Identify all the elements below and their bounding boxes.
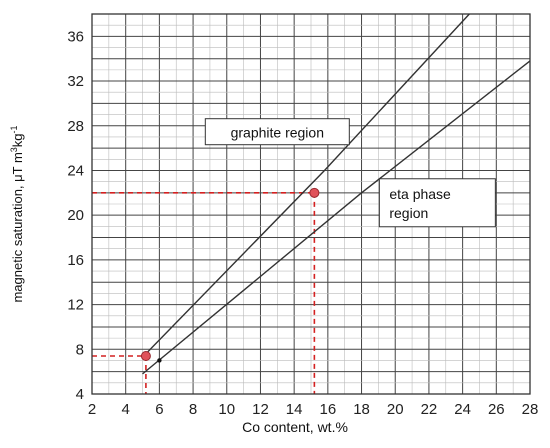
- y-axis-title-sup1: 3: [9, 147, 19, 152]
- series-lines: [142, 13, 531, 375]
- y-tick-label: 4: [76, 386, 84, 403]
- x-tick-label: 22: [421, 401, 438, 418]
- highlight-point: [309, 187, 320, 198]
- eta-region-label-line1: eta phase: [389, 186, 451, 202]
- x-tick-label: 10: [218, 401, 235, 418]
- y-tick-label: 28: [67, 118, 84, 135]
- highlight-point: [140, 351, 151, 361]
- graphite-region-label: graphite region: [231, 125, 324, 141]
- series-line-upper: [145, 13, 470, 355]
- y-axis-title-mid: kg: [10, 133, 25, 147]
- y-tick-label: 32: [67, 73, 84, 90]
- y-tick-label: 16: [67, 252, 84, 269]
- annotations: graphite region eta phase region: [204, 118, 496, 228]
- x-tick-label: 6: [155, 401, 163, 418]
- x-tick-label: 16: [320, 401, 337, 418]
- x-tick-label: 12: [252, 401, 269, 418]
- x-tick-label: 8: [189, 401, 197, 418]
- data-points: [140, 187, 320, 363]
- y-tick-label: 36: [67, 28, 84, 45]
- x-tick-label: 2: [88, 401, 96, 418]
- x-tick-label: 14: [286, 401, 303, 418]
- grid: [91, 13, 531, 395]
- eta-region-label-line2: region: [389, 205, 428, 221]
- x-axis-title: Co content, wt.%: [242, 419, 348, 435]
- eta-region-box: [378, 178, 496, 228]
- y-tick-label: 24: [67, 162, 84, 179]
- y-tick-label: 12: [67, 297, 84, 314]
- x-tick-label: 4: [122, 401, 130, 418]
- y-tick-label: 20: [67, 207, 84, 224]
- dashed-guide-lines: [92, 192, 316, 394]
- y-axis-title-sup2: -1: [9, 125, 19, 133]
- x-tick-label: 20: [387, 401, 404, 418]
- y-axis-title: magnetic saturation, μT m3kg-1: [9, 125, 25, 302]
- y-axis-title-main: magnetic saturation, μT m: [10, 152, 25, 302]
- x-tick-label: 18: [353, 401, 370, 418]
- y-tick-label: 8: [76, 341, 84, 358]
- x-tick-label: 26: [488, 401, 505, 418]
- x-tick-label: 24: [454, 401, 471, 418]
- small-marker: [157, 358, 162, 363]
- x-tick-label: 28: [522, 401, 539, 418]
- graphite-region-box: [204, 118, 350, 146]
- series-line-lower: [142, 60, 531, 375]
- plot-frame: [91, 13, 531, 395]
